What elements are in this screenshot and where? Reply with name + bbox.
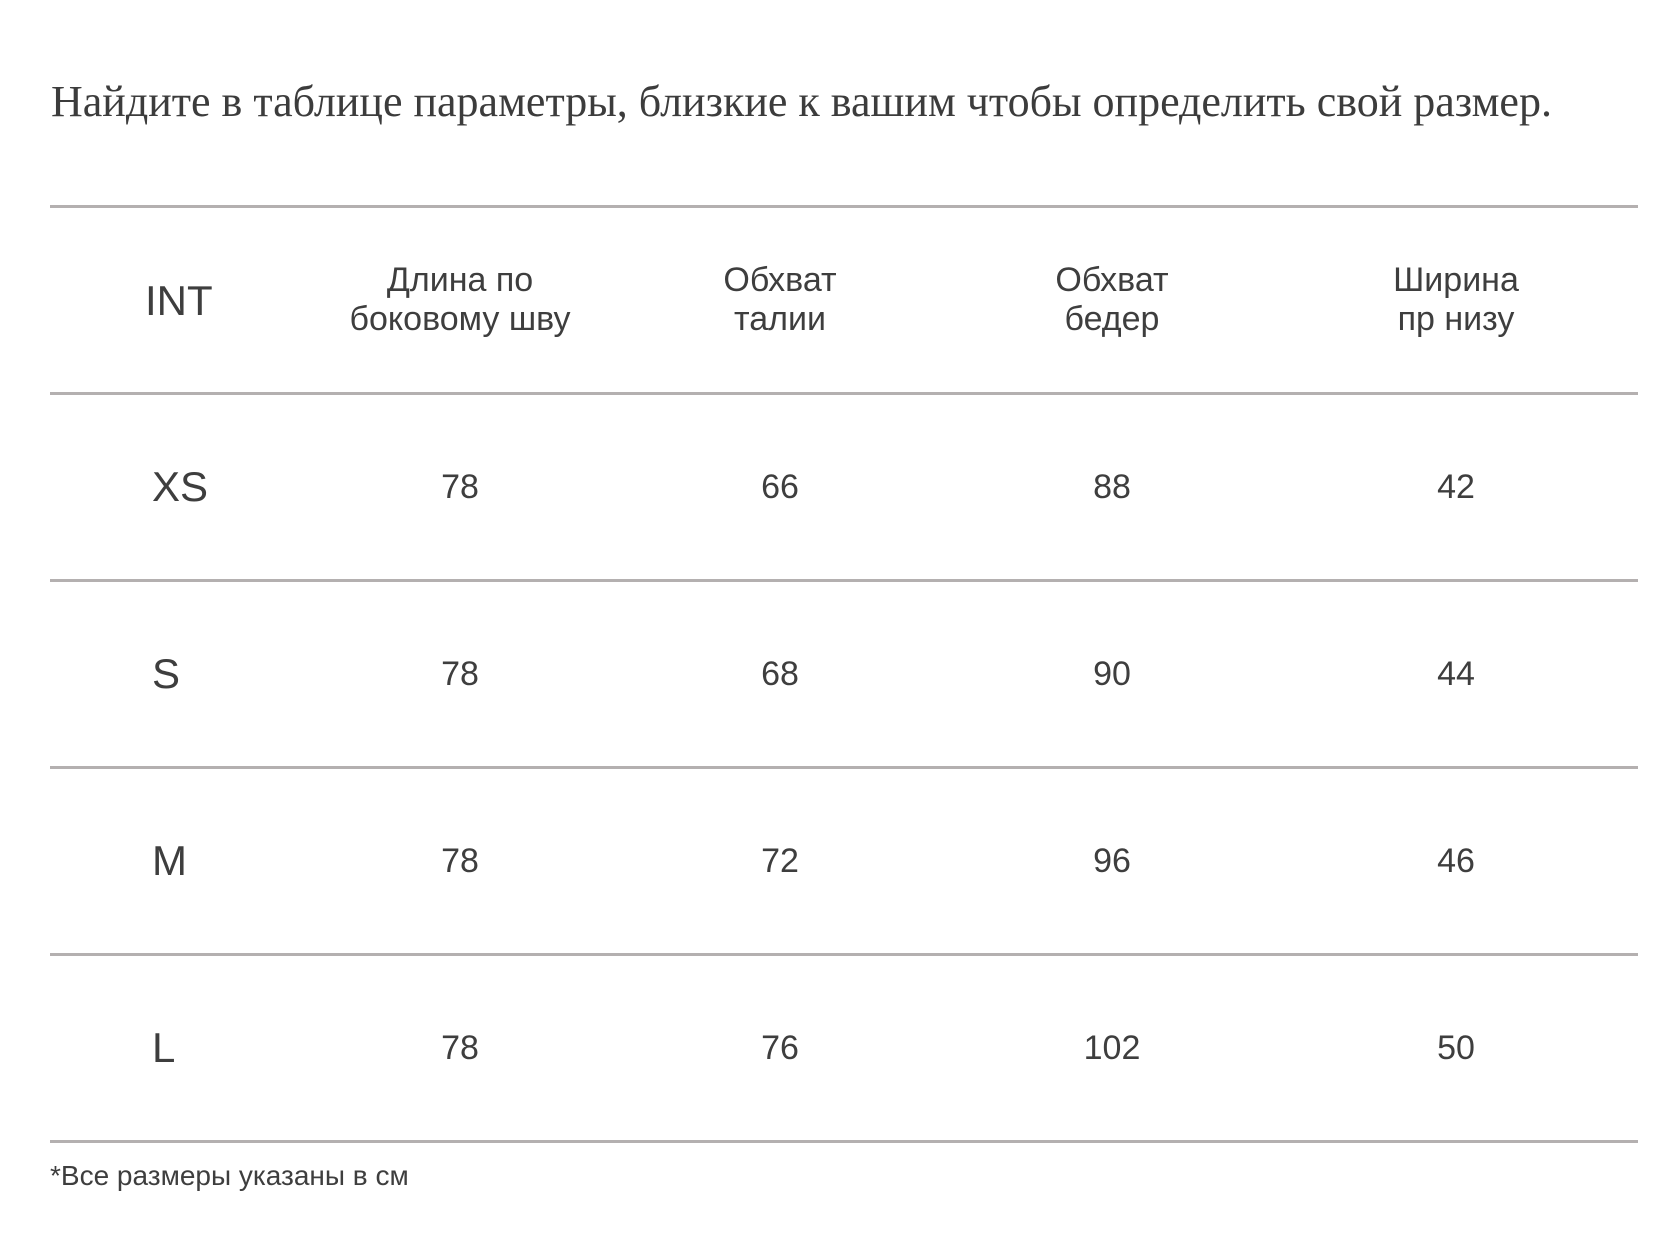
value-cell: 78	[441, 1028, 479, 1067]
value-cell: 102	[1083, 1028, 1141, 1067]
value-cell: 68	[761, 654, 799, 693]
header-line: Ширина	[1393, 261, 1519, 299]
header-line: Обхват	[1055, 261, 1169, 299]
table-row: S 78 68 90 44	[50, 580, 1638, 768]
footnote: *Все размеры указаны в см	[50, 1160, 409, 1191]
header-line: пр низу	[1397, 300, 1515, 338]
value-cell: 76	[761, 1028, 799, 1067]
value-cell: 50	[1437, 1028, 1475, 1067]
header-line: боковому шву	[349, 300, 571, 338]
header-line: талии	[734, 300, 826, 338]
table-row: M 78 72 96 46	[50, 767, 1638, 955]
header-length-side-seam: Длина по боковому шву	[310, 207, 610, 394]
header-line: Обхват	[723, 261, 837, 299]
value-cell: 42	[1437, 467, 1475, 506]
table-header-row: INT Длина по боковому шву Обхват талии О…	[50, 206, 1638, 394]
header-line: Длина по	[386, 261, 534, 299]
header-int: INT	[50, 207, 310, 394]
value-cell: 78	[441, 841, 479, 880]
size-cell: M	[152, 837, 187, 884]
header-line: INT	[145, 276, 213, 324]
size-chart-table: INT Длина по боковому шву Обхват талии О…	[50, 205, 1638, 1143]
size-cell: S	[152, 650, 181, 697]
value-cell: 44	[1437, 654, 1475, 693]
value-cell: 88	[1093, 467, 1131, 506]
value-cell: 66	[761, 467, 799, 506]
header-hip-girth: Обхват бедер	[950, 207, 1274, 394]
header-hem-width: Ширина пр низу	[1274, 207, 1638, 394]
header-line: бедер	[1064, 300, 1160, 338]
value-cell: 72	[761, 841, 799, 880]
header-waist-girth: Обхват талии	[610, 207, 950, 394]
table-row: XS 78 66 88 42	[50, 393, 1638, 581]
size-cell: L	[152, 1024, 176, 1071]
value-cell: 46	[1437, 841, 1475, 880]
value-cell: 90	[1093, 654, 1131, 693]
value-cell: 78	[441, 654, 479, 693]
intro-text: Найдите в таблице параметры, близкие к в…	[51, 77, 1552, 126]
value-cell: 96	[1093, 841, 1131, 880]
value-cell: 78	[441, 467, 479, 506]
table-row: L 78 76 102 50	[50, 954, 1638, 1142]
size-cell: XS	[152, 463, 209, 510]
